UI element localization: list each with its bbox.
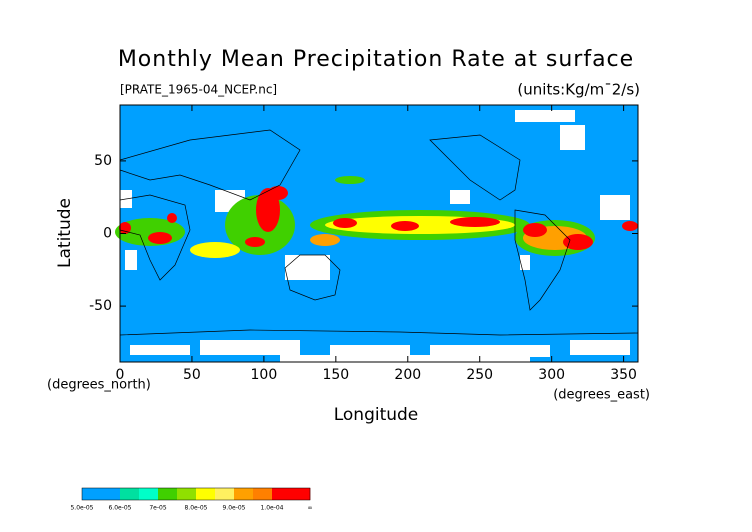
title: Monthly Mean Precipitation Rate at surfa…: [118, 47, 634, 72]
y-axis-label: Latitude: [55, 198, 75, 268]
colorbar-label: 6.0e-05: [108, 505, 131, 512]
units: (units:Kg/m¯2/s): [517, 81, 640, 99]
colorbar-swatch: [120, 488, 140, 500]
x-axis-label: Longitude: [334, 405, 419, 425]
map: [115, 104, 639, 363]
y-tick-label: 50: [94, 153, 112, 169]
colorbar-label: 8.0e-05: [184, 505, 207, 512]
colorbar-swatch: [196, 488, 216, 500]
colorbar-swatch: [234, 488, 254, 500]
colorbar-label: 1.0e-04: [260, 505, 283, 512]
subtitle: [PRATE_1965-04_NCEP.nc]: [120, 83, 277, 97]
y-tick-label: -50: [89, 298, 112, 314]
colorbar-swatch: [82, 488, 102, 500]
colorbar-swatch: [291, 488, 311, 500]
colorbar-swatch: [272, 488, 292, 500]
x-tick-label: 0: [116, 367, 125, 383]
colorbar-swatch: [215, 488, 235, 500]
x-tick-label: 300: [538, 367, 565, 383]
y-tick-label: 0: [103, 226, 112, 242]
colorbar-frame: [81, 487, 311, 501]
colorbar-swatch: [177, 488, 197, 500]
colorbar-label: ∞: [308, 505, 313, 512]
x-tick-label: 50: [183, 367, 201, 383]
colorbar-label: 9.0e-05: [222, 505, 245, 512]
x-unit-label: (degrees_east): [553, 388, 650, 403]
colorbar-label: 7e-05: [149, 505, 166, 512]
colorbar-swatch: [139, 488, 159, 500]
x-tick-label: 150: [322, 367, 349, 383]
colorbar-swatch: [158, 488, 178, 500]
x-tick-label: 100: [251, 367, 278, 383]
x-tick-label: 200: [394, 367, 421, 383]
x-tick-label: 250: [466, 367, 493, 383]
precipitation-areas: [115, 176, 638, 258]
y-unit-label: (degrees_north): [47, 378, 151, 393]
x-tick-label: 350: [610, 367, 637, 383]
missing-areas: [120, 110, 630, 362]
colorbar-swatch: [253, 488, 273, 500]
colorbar-swatch: [101, 488, 121, 500]
coastlines: [119, 129, 639, 336]
colorbar-label: 5.0e-05: [70, 505, 93, 512]
